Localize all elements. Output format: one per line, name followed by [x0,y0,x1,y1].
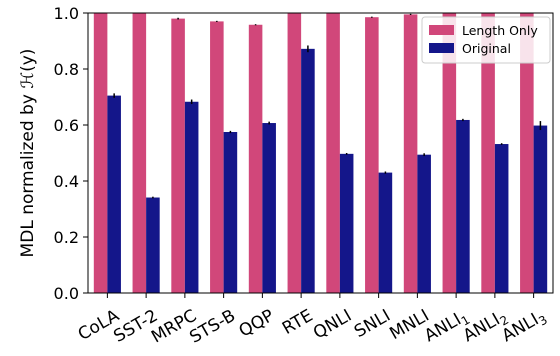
bar-original-11 [533,125,548,293]
bar-length-only-0 [93,13,108,293]
plot-frame [87,12,554,294]
legend-swatch-length-only [429,25,454,35]
x-tick-label: ANLI3 [499,306,550,348]
x-tick-label: QNLI [310,306,355,344]
x-tick-label: STS-B [186,306,239,348]
bar-original-5 [301,48,315,293]
legend-label-original: Original [462,41,511,56]
y-tick-label: 1.0 [54,4,79,23]
y-tick-label: 0.4 [54,172,79,191]
bar-length-only-7 [365,17,379,293]
x-tick-label-text: QQP [236,306,278,342]
x-tick-label-text: RTE [279,306,316,339]
bar-original-6 [339,153,354,293]
x-tick-label-text: QNLI [310,306,355,344]
x-tick-label: QQP [236,306,278,342]
y-tick-label: 0.8 [54,60,79,79]
x-tick-label-text: SNLI [351,306,394,342]
bar-length-only-6 [326,13,340,293]
x-tick-label: SNLI [351,306,394,342]
x-tick-label: RTE [279,306,316,339]
bar-original-0 [107,95,121,293]
y-axis-label: MDL normalized by ℋ(y) [18,49,38,258]
bar-length-only-4 [248,24,263,293]
legend: Length Only Original [421,16,551,64]
bar-original-9 [456,119,470,293]
legend-swatch-original [429,43,454,53]
bar-length-only-1 [132,13,147,293]
bar-length-only-2 [171,18,185,293]
bar-length-only-10 [481,13,495,293]
bar-length-only-11 [520,13,534,293]
bar-length-only-9 [442,13,457,293]
y-tick-label: 0.2 [54,228,79,247]
bar-original-3 [223,132,238,293]
bar-original-8 [417,154,431,293]
x-tick-label-text: STS-B [186,306,239,348]
bar-original-1 [146,197,160,293]
y-tick-label: 0.6 [54,116,79,135]
bar-original-7 [378,172,393,293]
bars-layer [93,13,548,293]
bar-length-only-3 [210,21,224,293]
bar-original-10 [494,144,509,293]
bar-length-only-8 [403,14,418,293]
y-tick-label: 0.0 [54,284,79,303]
bar-original-2 [184,101,199,293]
legend-label-length-only: Length Only [462,23,538,38]
bar-length-only-5 [287,13,302,293]
bar-original-4 [262,123,276,293]
